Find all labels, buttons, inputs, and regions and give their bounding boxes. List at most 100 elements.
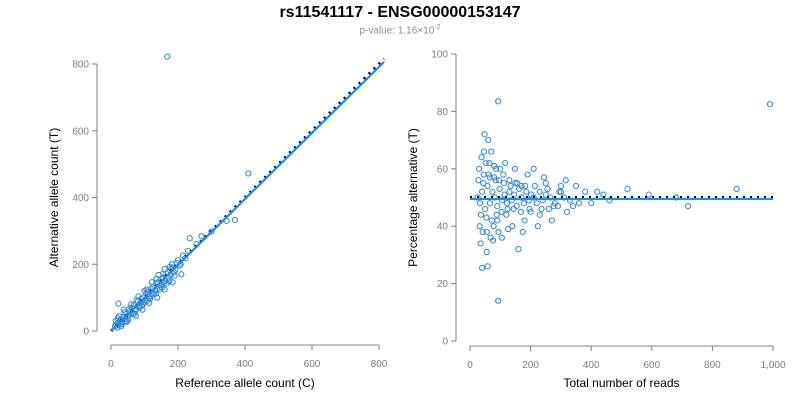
left-data-point — [166, 277, 173, 285]
right-data-point — [522, 182, 529, 190]
left-x-tick-label: 400 — [237, 359, 254, 370]
right-data-point — [562, 177, 569, 184]
right-data-point — [550, 203, 557, 210]
right-data-point — [482, 159, 489, 167]
left-data-point — [117, 323, 125, 330]
right-data-point — [497, 165, 504, 172]
left-data-point — [186, 235, 193, 242]
right-data-point — [494, 217, 501, 224]
right-data-point — [538, 205, 545, 213]
left-y-tick-label: 800 — [72, 60, 89, 71]
left-data-point — [150, 291, 157, 298]
p-value-exponent: -2 — [434, 24, 441, 31]
right-data-point — [490, 223, 497, 230]
right-data-point — [536, 211, 543, 218]
right-data-point — [517, 208, 525, 215]
right-data-point — [494, 203, 501, 210]
right-data-point — [606, 197, 613, 204]
right-data-point — [483, 248, 490, 256]
right-data-point — [480, 180, 487, 187]
right-data-point — [624, 185, 631, 192]
right-y-axis-label: Percentage alternative (T) — [406, 128, 420, 267]
right-data-point — [485, 171, 492, 178]
right-data-point — [496, 185, 503, 192]
right-data-point — [489, 237, 497, 244]
right-data-point — [476, 200, 484, 207]
right-data-point — [502, 159, 509, 167]
right-data-point — [582, 188, 589, 195]
right-data-point — [486, 174, 493, 181]
right-data-point — [488, 148, 495, 155]
left-data-point — [231, 216, 239, 223]
left-data-point — [245, 170, 252, 177]
right-data-point — [520, 200, 528, 207]
chart-title: rs11541117 - ENSG00000153147 — [279, 4, 521, 21]
left-data-point — [178, 271, 185, 278]
left-data-point — [146, 299, 153, 307]
right-x-axis-label: Total number of reads — [563, 376, 679, 390]
right-x-tick-label: 600 — [643, 360, 660, 371]
right-data-point — [486, 200, 494, 207]
right-data-point — [480, 148, 488, 155]
left-data-point — [198, 233, 205, 240]
left-data-point — [161, 265, 168, 273]
left-fit-line — [110, 61, 385, 332]
right-data-point — [525, 197, 532, 204]
left-data-point — [120, 306, 127, 313]
right-data-point — [519, 228, 526, 236]
left-y-tick-label: 600 — [72, 126, 89, 137]
right-data-point — [536, 188, 543, 195]
right-data-point — [534, 223, 541, 230]
left-data-point — [171, 272, 178, 279]
right-data-point — [544, 185, 551, 192]
left-x-tick-label: 0 — [108, 359, 114, 370]
right-data-point — [509, 223, 516, 230]
right-data-point — [503, 211, 510, 218]
right-data-point — [498, 234, 505, 241]
right-data-point — [500, 171, 507, 178]
right-data-point — [542, 180, 549, 187]
right-data-point — [495, 297, 502, 304]
right-x-tick-label: 0 — [467, 360, 473, 371]
right-data-point — [540, 174, 548, 181]
right-data-point — [506, 177, 513, 184]
right-data-point — [512, 180, 519, 187]
right-data-point — [530, 165, 537, 172]
right-data-point — [542, 191, 549, 198]
right-data-point — [563, 208, 571, 215]
right-y-tick-label: 0 — [442, 337, 448, 348]
right-data-point — [495, 98, 502, 105]
right-data-point — [486, 159, 493, 167]
right-data-point — [479, 188, 486, 195]
right-data-point — [491, 174, 498, 181]
right-data-point — [518, 194, 525, 201]
right-x-tick-label: 400 — [583, 360, 600, 371]
left-data-point — [156, 286, 164, 293]
right-data-point — [685, 203, 692, 210]
left-data-point — [139, 306, 146, 313]
right-data-point — [533, 200, 540, 207]
right-scatter-plot: 0 20 40 60 80 100 0 200 400 600 800 1,000 Total numb… — [406, 50, 786, 391]
right-data-point — [515, 185, 523, 192]
right-data-point — [588, 200, 595, 207]
right-data-point — [545, 205, 552, 213]
right-data-point — [507, 182, 514, 190]
right-data-point — [495, 228, 502, 236]
left-data-point — [141, 287, 148, 295]
left-data-point — [152, 290, 159, 297]
right-data-point — [485, 137, 492, 144]
left-data-point — [128, 301, 135, 308]
right-x-tick-label: 1,000 — [760, 360, 785, 371]
right-data-point — [531, 182, 538, 190]
left-data-point — [148, 279, 155, 286]
left-data-point — [168, 261, 176, 268]
right-data-point — [479, 228, 486, 236]
left-data-point — [135, 293, 142, 300]
right-data-point — [493, 211, 500, 218]
left-data-point — [164, 53, 171, 60]
chart-subtitle: p-value: 1.16×10-2 — [0, 24, 800, 36]
left-data-point — [161, 286, 168, 293]
right-y-tick-label: 80 — [437, 107, 449, 118]
right-data-point — [508, 197, 515, 204]
